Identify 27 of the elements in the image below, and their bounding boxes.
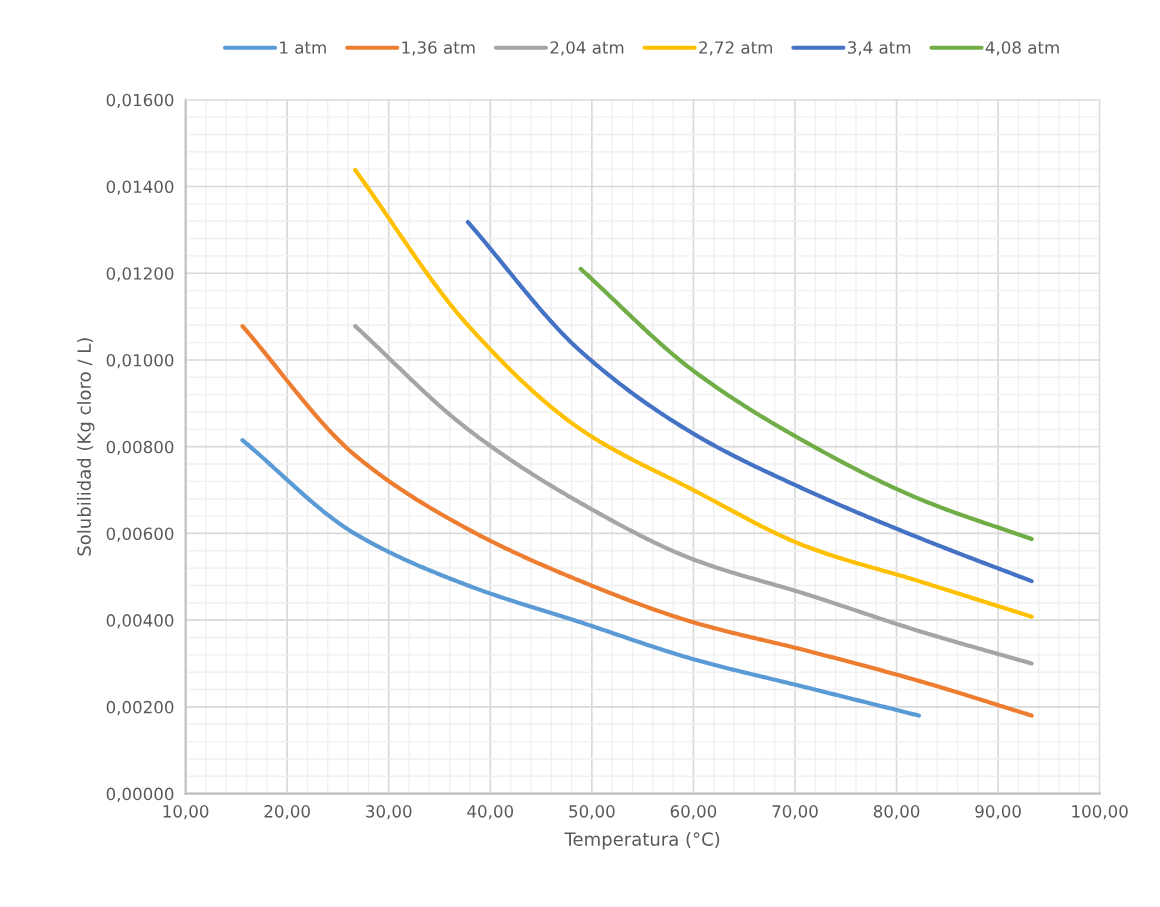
- x-tick-label: 60,00: [670, 805, 717, 820]
- x-axis-title: Temperatura (°C): [564, 832, 720, 850]
- legend-label: 2,72 atm: [699, 41, 772, 56]
- x-tick-label: 20,00: [264, 805, 310, 820]
- y-tick-label: 0,00400: [106, 614, 174, 629]
- x-tick-label: 50,00: [569, 805, 615, 820]
- x-tick-label: 40,00: [467, 805, 514, 820]
- x-tick-label: 70,00: [772, 805, 818, 820]
- legend-label: 1 atm: [280, 41, 326, 54]
- y-axis-title: Solubilidad (Kg cloro / L): [76, 338, 95, 556]
- x-tick-label: 100,00: [1072, 805, 1128, 820]
- y-tick-label: 0,00200: [106, 700, 174, 716]
- legend-label: 2,04 atm: [550, 41, 624, 56]
- y-tick-label: 0,01000: [106, 353, 174, 369]
- x-tick-label: 10,00: [163, 805, 209, 820]
- x-tick-label: 80,00: [873, 805, 920, 820]
- y-tick-label: 0,01400: [106, 180, 174, 195]
- legend-label: 4,08 atm: [985, 41, 1059, 56]
- y-tick-label: 0,01200: [106, 267, 174, 282]
- y-tick-label: 0,00800: [106, 440, 174, 455]
- legend-label: 1,36 atm: [402, 41, 475, 56]
- y-tick-label: 0,00000: [106, 787, 174, 802]
- x-tick-label: 30,00: [366, 805, 412, 820]
- legend-label: 3,4 atm: [848, 41, 911, 56]
- x-tick-label: 90,00: [975, 805, 1021, 820]
- y-tick-label: 0,00600: [106, 527, 174, 542]
- y-tick-label: 0,01600: [106, 93, 174, 109]
